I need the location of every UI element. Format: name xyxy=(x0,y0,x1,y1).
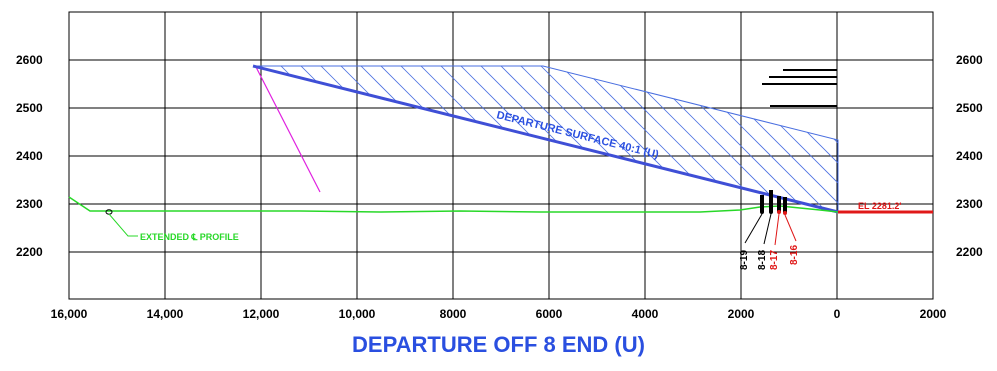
black-dashes xyxy=(762,69,837,107)
x-tick: 6000 xyxy=(536,307,563,321)
profile-label: EXTENDED ℄ PROFILE xyxy=(140,232,239,242)
x-tick: 4000 xyxy=(632,307,659,321)
x-tick: 8000 xyxy=(440,307,467,321)
obstacle-label-8-17: 8-17 xyxy=(769,250,780,270)
obstacle-point-icon xyxy=(769,210,773,214)
obstacle-label-8-18: 8-18 xyxy=(757,250,768,270)
y-tick-right: 2200 xyxy=(956,245,983,259)
obstacle-bar-8-16 xyxy=(783,197,787,213)
x-tick: 16,000 xyxy=(51,307,88,321)
obstacle-leader xyxy=(774,213,780,246)
y-tick-right: 2600 xyxy=(956,53,983,67)
obstacle-group xyxy=(744,190,797,246)
obstacle-point-icon xyxy=(760,210,764,214)
y-tick-left: 2300 xyxy=(16,197,43,211)
x-tick: 2000 xyxy=(920,307,947,321)
y-tick-left: 2400 xyxy=(16,149,43,163)
magenta-line xyxy=(255,66,321,193)
obstacle-point-icon xyxy=(783,211,787,215)
y-tick-left: 2200 xyxy=(16,245,43,259)
profile-leader-line xyxy=(108,213,138,237)
y-tick-left: 2600 xyxy=(16,53,43,67)
x-tick: 2000 xyxy=(728,307,755,321)
ground-profile-line xyxy=(68,196,839,213)
departure-surface-line xyxy=(252,64,839,214)
obstacle-bar-8-17 xyxy=(777,196,781,212)
x-tick: 14,000 xyxy=(147,307,184,321)
surface-label: DEPARTURE SURFACE 40:1 (U) xyxy=(495,109,660,161)
elevation-label: EL 2281.2' xyxy=(858,201,902,211)
obstacle-bar-8-18 xyxy=(769,190,773,212)
obstacle-leader xyxy=(744,213,763,244)
grid xyxy=(68,11,934,300)
y-tick-left: 2500 xyxy=(16,101,43,115)
obstacle-label-8-19: 8-19 xyxy=(739,250,750,270)
surface-outline xyxy=(255,65,839,212)
x-tick: 12,000 xyxy=(243,307,280,321)
x-tick: 0 xyxy=(834,307,841,321)
obstacle-label-8-16: 8-16 xyxy=(789,245,800,265)
x-tick: 10,000 xyxy=(339,307,376,321)
obstacle-bar-8-19 xyxy=(760,195,764,212)
obstacle-leader xyxy=(763,213,772,245)
y-tick-right: 2300 xyxy=(956,197,983,211)
obstacle-leader xyxy=(784,214,797,242)
y-tick-right: 2500 xyxy=(956,101,983,115)
obstacle-point-icon xyxy=(777,210,781,214)
diagram-title: DEPARTURE OFF 8 END (U) xyxy=(352,332,645,357)
y-tick-right: 2400 xyxy=(956,149,983,163)
